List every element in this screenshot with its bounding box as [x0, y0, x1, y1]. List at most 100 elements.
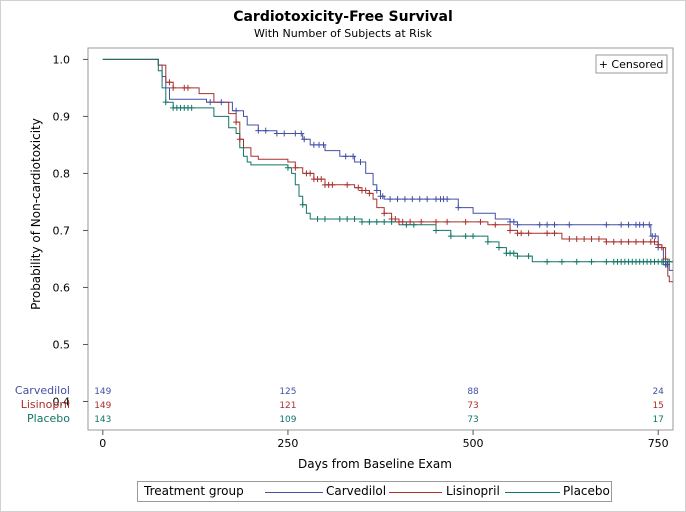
censor-mark-carvedilol: [646, 221, 653, 228]
censor-mark-carvedilol: [255, 127, 262, 134]
censor-mark-lisinopril: [566, 236, 573, 242]
censor-mark-lisinopril: [366, 190, 373, 197]
at-risk-count-placebo: 17: [652, 415, 663, 425]
censor-mark-carvedilol: [373, 187, 380, 194]
censor-mark-lisinopril: [344, 181, 351, 188]
legend-label-placebo: Placebo: [563, 484, 610, 498]
censor-mark-carvedilol: [298, 130, 305, 137]
censor-mark-placebo: [403, 221, 410, 228]
censor-mark-carvedilol: [409, 196, 416, 203]
censor-mark-placebo: [336, 216, 343, 223]
treatment-legend: Treatment group Carvedilol Lisinopril Pl…: [137, 481, 612, 502]
censor-mark-carvedilol: [603, 221, 610, 228]
censor-mark-lisinopril: [595, 236, 602, 242]
censor-mark-lisinopril: [507, 227, 514, 234]
censor-mark-placebo: [344, 216, 351, 223]
censor-mark-placebo: [388, 218, 395, 225]
censor-mark-lisinopril: [418, 218, 425, 225]
x-tick-label: 0: [99, 437, 106, 450]
censor-mark-lisinopril: [433, 218, 440, 225]
censor-mark-lisinopril: [655, 241, 662, 248]
censor-mark-lisinopril: [362, 187, 369, 194]
at-risk-table: Carvedilol 149 125 88 24 Lisinopril 149 121 73 15…: [15, 384, 664, 425]
survival-chart: 0.4 0.5 0.6 0.7 0.8 0.9 1.0 0 250 500 750 Carvedi…: [15, 47, 674, 471]
censor-mark-lisinopril: [170, 84, 177, 91]
censor-mark-lisinopril: [581, 236, 588, 242]
censor-mark-placebo: [462, 233, 469, 240]
y-tick-label: 0.6: [53, 281, 71, 294]
censor-mark-carvedilol: [444, 196, 451, 203]
at-risk-count-lisinopril: 73: [467, 401, 478, 411]
censor-mark-carvedilol: [233, 107, 240, 114]
censor-mark-carvedilol: [273, 130, 280, 137]
at-risk-count-lisinopril: 121: [279, 401, 296, 411]
censor-mark-carvedilol: [262, 127, 269, 134]
at-risk-label-carvedilol: Carvedilol: [15, 384, 70, 397]
censor-mark-placebo: [366, 218, 373, 225]
plot-area-border: [87, 47, 674, 431]
censor-mark-placebo: [573, 258, 580, 265]
censor-mark-carvedilol: [416, 196, 423, 203]
censor-mark-lisinopril: [329, 181, 336, 188]
censor-mark-placebo: [495, 244, 502, 251]
x-tick-label: 250: [277, 437, 298, 450]
censor-mark-carvedilol: [544, 221, 551, 228]
censor-mark-carvedilol: [357, 159, 364, 166]
y-tick-label: 0.8: [53, 167, 71, 180]
censor-mark-lisinopril: [233, 119, 240, 126]
y-tick-label: 0.7: [53, 224, 71, 237]
censor-mark-carvedilol: [514, 221, 521, 228]
censor-mark-placebo: [510, 250, 517, 257]
censor-mark-placebo: [299, 201, 306, 208]
y-tick-label: 0.4: [53, 395, 71, 408]
legend-label-carvedilol: Carvedilol: [326, 484, 387, 498]
censor-mark-placebo: [284, 164, 291, 171]
censor-mark-placebo: [484, 238, 491, 245]
at-risk-count-placebo: 143: [94, 415, 111, 425]
censor-mark-placebo: [525, 253, 532, 260]
survival-curves: [102, 58, 673, 283]
censor-mark-placebo: [351, 216, 358, 223]
censor-mark-lisinopril: [184, 84, 191, 91]
x-axis: 0 250 500 750: [99, 430, 669, 450]
legend-line-lisinopril: [389, 492, 442, 493]
censor-mark-placebo: [514, 253, 521, 260]
at-risk-count-lisinopril: 15: [652, 401, 663, 411]
censor-mark-carvedilol: [320, 141, 327, 148]
censor-mark-placebo: [544, 258, 551, 265]
censor-mark-placebo: [188, 104, 195, 111]
censor-mark-placebo: [410, 221, 417, 228]
censor-mark-carvedilol: [207, 99, 214, 106]
censor-mark-placebo: [666, 258, 673, 265]
censor-mark-placebo: [314, 216, 321, 223]
censor-mark-carvedilol: [292, 130, 299, 137]
censor-mark-placebo: [588, 258, 595, 265]
censored-legend: + Censored: [595, 54, 668, 74]
censor-mark-lisinopril: [525, 230, 532, 237]
censor-mark-lisinopril: [392, 216, 399, 223]
legend-title: Treatment group: [144, 484, 244, 498]
censor-mark-placebo: [603, 258, 610, 265]
censor-mark-carvedilol: [401, 196, 408, 203]
chart-title: Cardiotoxicity-Free Survival: [233, 9, 453, 25]
at-risk-label-lisinopril: Lisinopril: [21, 398, 70, 411]
censor-mark-lisinopril: [462, 218, 469, 225]
censor-mark-carvedilol: [394, 196, 401, 203]
censor-mark-carvedilol: [551, 221, 558, 228]
censor-mark-carvedilol: [510, 218, 517, 225]
y-axis-label: Probability of Non-cardiotoxicity: [29, 118, 43, 310]
y-tick-label: 0.9: [53, 110, 71, 123]
censor-mark-placebo: [381, 218, 388, 225]
at-risk-count-placebo: 109: [279, 415, 296, 425]
y-axis: 0.4 0.5 0.6 0.7 0.8 0.9 1.0: [53, 53, 88, 408]
legend-line-carvedilol: [265, 492, 323, 493]
at-risk-count-placebo: 73: [467, 415, 478, 425]
censor-mark-lisinopril: [477, 218, 484, 225]
censor-mark-carvedilol: [536, 221, 543, 228]
chart-subtitle: With Number of Subjects at Risk: [254, 27, 432, 40]
censor-mark-placebo: [373, 218, 380, 225]
censor-mark-lisinopril: [618, 238, 625, 245]
censor-mark-placebo: [433, 227, 440, 234]
censor-mark-carvedilol: [640, 221, 647, 228]
censor-mark-lisinopril: [610, 238, 617, 245]
